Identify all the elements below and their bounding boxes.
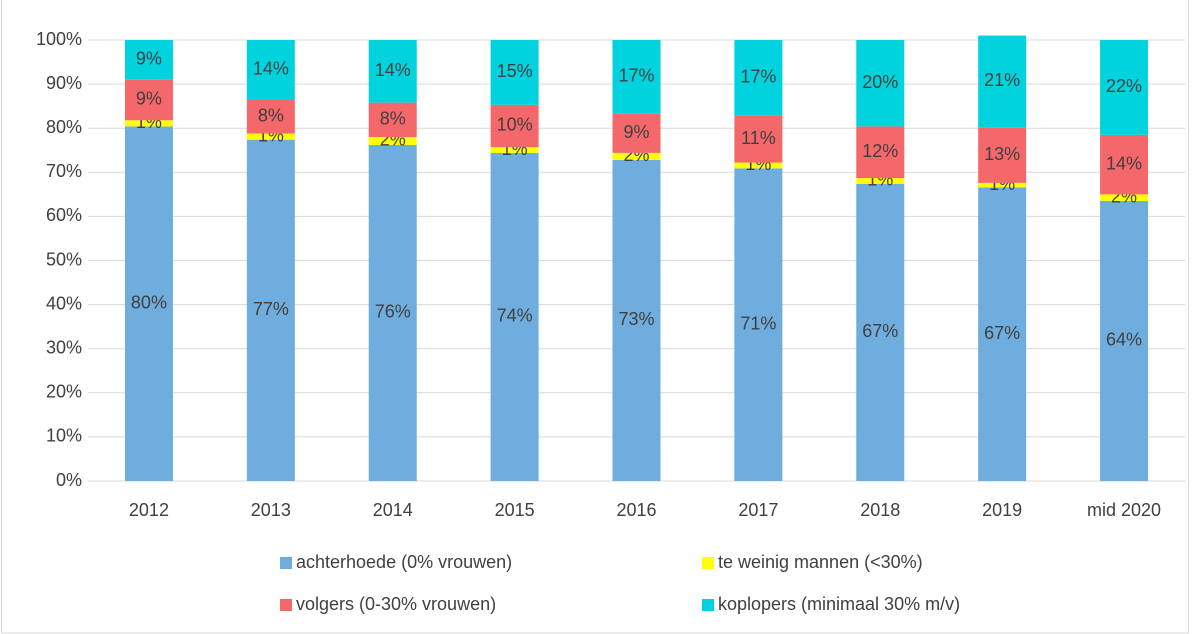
y-tick-label: 40% xyxy=(46,293,82,313)
legend-label: te weinig mannen (<30%) xyxy=(718,552,923,572)
bar-segment xyxy=(612,113,661,153)
bar-segment xyxy=(856,126,905,179)
bar-segment xyxy=(490,40,539,105)
data-label: 9% xyxy=(136,49,162,69)
data-label: 10% xyxy=(497,115,533,135)
bar-segment xyxy=(246,139,295,481)
legend-swatch xyxy=(702,557,714,569)
legend-label: volgers (0-30% vrouwen) xyxy=(296,594,496,614)
bar-segment xyxy=(1100,194,1149,201)
bar-segment xyxy=(246,99,295,134)
data-label: 22% xyxy=(1106,76,1142,96)
x-tick-label: 2016 xyxy=(616,500,656,520)
data-label: 17% xyxy=(740,67,776,87)
data-label: 21% xyxy=(984,70,1020,90)
data-label: 8% xyxy=(380,109,406,129)
bar-segment xyxy=(978,127,1027,183)
bar-segment xyxy=(124,79,173,121)
bar-segment xyxy=(734,115,783,163)
bar-segment xyxy=(1100,200,1149,481)
x-tick-label: 2014 xyxy=(373,500,413,520)
data-label: 11% xyxy=(741,128,776,148)
x-tick-label: 2018 xyxy=(860,500,900,520)
data-label: 73% xyxy=(618,309,654,329)
x-tick-label: mid 2020 xyxy=(1087,500,1161,520)
data-label: 77% xyxy=(253,299,289,319)
data-label: 12% xyxy=(862,141,898,161)
data-label: 64% xyxy=(1106,330,1142,350)
data-label: 14% xyxy=(1106,153,1142,173)
bar-segment xyxy=(246,40,295,100)
bar-segment xyxy=(124,120,173,127)
bar-segment xyxy=(1100,134,1149,195)
y-tick-label: 100% xyxy=(36,29,82,49)
bar-segment xyxy=(490,104,539,148)
data-label: 67% xyxy=(984,323,1020,343)
data-label: 8% xyxy=(258,105,284,125)
data-label: 17% xyxy=(618,66,654,86)
data-label: 9% xyxy=(136,89,162,109)
y-tick-label: 50% xyxy=(46,249,82,269)
data-label: 14% xyxy=(375,60,411,80)
bar-segment xyxy=(734,168,783,481)
bar-segment xyxy=(124,126,173,481)
x-tick-label: 2019 xyxy=(982,500,1022,520)
y-tick-label: 30% xyxy=(46,337,82,357)
bar-segment xyxy=(978,187,1027,481)
legend-swatch xyxy=(280,599,292,611)
data-label: 74% xyxy=(497,306,533,326)
x-tick-label: 2013 xyxy=(251,500,291,520)
legend-label: koplopers (minimaal 30% m/v) xyxy=(718,594,960,614)
y-tick-label: 60% xyxy=(46,205,82,225)
bar-segment xyxy=(490,152,539,481)
bar-segment xyxy=(856,178,905,184)
data-label: 9% xyxy=(623,122,649,142)
bar-segment xyxy=(612,152,661,160)
bar-segment xyxy=(612,40,661,114)
y-tick-label: 70% xyxy=(46,161,82,181)
bar-segment xyxy=(368,144,417,481)
y-tick-label: 20% xyxy=(46,382,82,402)
bar-segment xyxy=(856,40,905,127)
bar-segment xyxy=(490,147,539,153)
y-tick-label: 0% xyxy=(56,470,82,490)
bar-segment xyxy=(734,162,783,169)
bar-segment xyxy=(368,137,417,145)
data-label: 80% xyxy=(131,292,167,312)
bar-segment xyxy=(1100,40,1149,135)
bar-segment xyxy=(368,102,417,138)
y-tick-label: 80% xyxy=(46,117,82,137)
bar-segment xyxy=(368,40,417,103)
data-label: 67% xyxy=(862,321,898,341)
x-tick-label: 2012 xyxy=(129,500,169,520)
bar-segment xyxy=(856,183,905,482)
bar-segment xyxy=(124,40,173,80)
bar-segment xyxy=(612,159,661,481)
data-label: 13% xyxy=(984,144,1020,164)
bar-segment xyxy=(734,40,783,116)
y-tick-label: 90% xyxy=(46,73,82,93)
data-label: 15% xyxy=(497,61,533,81)
x-tick-label: 2015 xyxy=(495,500,535,520)
bar-segment xyxy=(246,133,295,140)
bar-segment xyxy=(978,35,1027,128)
y-tick-label: 10% xyxy=(46,426,82,446)
data-label: 14% xyxy=(253,59,289,79)
legend-label: achterhoede (0% vrouwen) xyxy=(296,552,512,572)
legend-swatch xyxy=(702,599,714,611)
bar-segment xyxy=(978,182,1027,188)
data-label: 76% xyxy=(375,302,411,322)
data-label: 20% xyxy=(862,72,898,92)
x-tick-label: 2017 xyxy=(738,500,778,520)
data-label: 71% xyxy=(740,313,776,333)
legend-swatch xyxy=(280,557,292,569)
